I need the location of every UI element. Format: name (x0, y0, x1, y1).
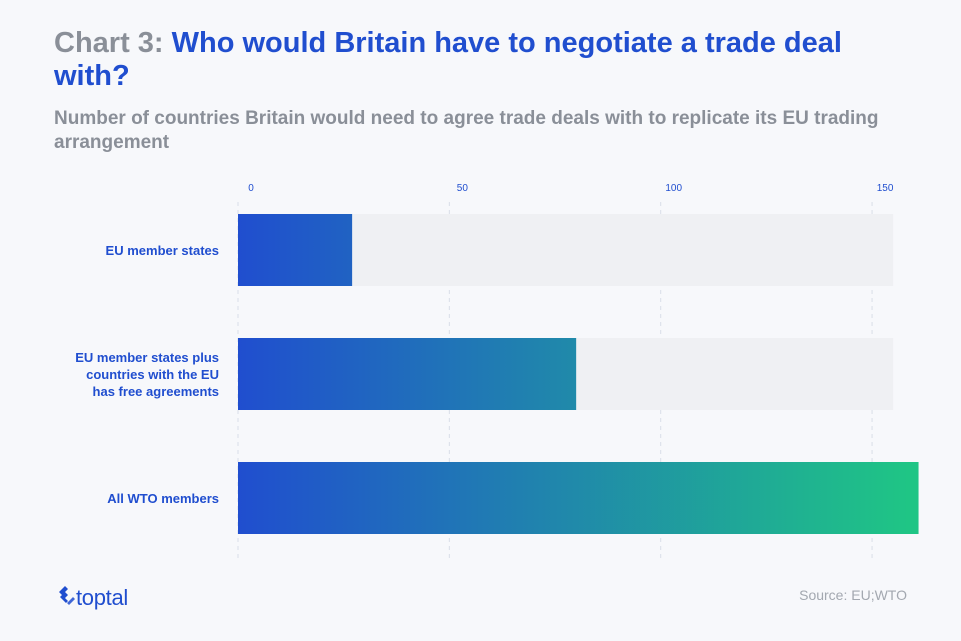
category-label-line: EU member states (106, 243, 219, 258)
x-tick-label: 50 (457, 183, 469, 194)
category-label-line: has free agreements (93, 384, 219, 399)
x-tick-label: 150 (877, 183, 894, 194)
toptal-logo-text: toptal (76, 585, 129, 610)
toptal-logo[interactable]: toptal (56, 584, 128, 612)
category-label: All WTO members (107, 491, 219, 506)
x-tick-label: 0 (248, 183, 254, 194)
bar (238, 338, 577, 410)
category-label-line: All WTO members (107, 491, 219, 506)
bar (238, 214, 353, 286)
chart-title-main: Who would Britain have to negotiate a tr… (54, 27, 842, 92)
category-label: EU member states plus countries with the … (75, 350, 219, 399)
chart-title-prefix: Chart 3: (54, 27, 164, 59)
category-label: EU member states (106, 243, 219, 258)
category-label-line: EU member states plus (75, 350, 219, 365)
chart-title: Chart 3: Who would Britain have to negot… (54, 27, 914, 93)
bar (238, 462, 919, 534)
toptal-logo-icon (59, 586, 75, 605)
x-tick-label: 100 (665, 183, 682, 194)
source-note: Source: EU;WTO (799, 587, 907, 603)
chart-subtitle: Number of countries Britain would need t… (54, 108, 879, 153)
category-label-line: countries with the EU (86, 367, 219, 382)
